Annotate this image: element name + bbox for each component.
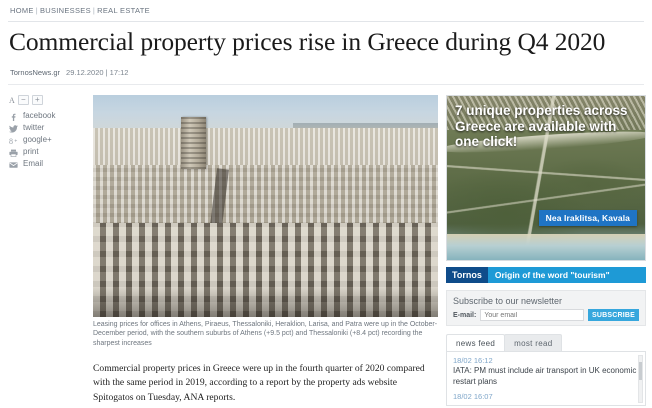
tornos-slogan-label: Origin of the word "tourism" (487, 267, 646, 283)
svg-text:8: 8 (9, 137, 13, 145)
share-facebook-label: facebook (23, 111, 56, 120)
list-item[interactable]: 18/02 16:07 (453, 392, 639, 402)
twitter-icon (9, 123, 23, 133)
feed-scrollbar[interactable] (638, 355, 643, 403)
figure-caption: Leasing prices for offices in Athens, Pi… (93, 321, 438, 347)
photo-city-near (93, 223, 438, 317)
tornos-brand-label: Tornos (446, 267, 488, 283)
article-photo-athens-cityscape (93, 95, 438, 317)
photo-athens-tower (181, 117, 206, 169)
sidebar-right: 7 unique properties across Greece are av… (446, 95, 646, 406)
font-decrease-button[interactable]: − (17, 95, 29, 105)
divider-byline (8, 84, 644, 85)
font-size-label: A (9, 95, 15, 105)
share-googleplus-label: google+ (23, 135, 52, 144)
feed-tabs: news feed most read (446, 334, 646, 351)
breadcrumb-separator: | (92, 6, 96, 15)
newsletter-title: Subscribe to our newsletter (453, 296, 563, 306)
email-icon (9, 159, 23, 169)
breadcrumb-item-home[interactable]: HOME (10, 6, 34, 15)
feed-scrollbar-thumb[interactable] (639, 362, 642, 380)
share-list: facebook twitter 8 + google+ print (9, 110, 87, 170)
share-print-label: print (23, 147, 39, 156)
share-twitter-label: twitter (23, 123, 45, 132)
svg-text:+: + (14, 138, 17, 144)
font-size-control: A − + (9, 94, 87, 106)
promo-location-tag: Nea Iraklitsa, Kavala (538, 210, 637, 226)
news-feed-panel: 18/02 16:12 IATA: PM must include air tr… (446, 351, 646, 406)
share-email[interactable]: Email (9, 158, 87, 170)
newsletter-form: E-mail: SUBSCRIBE (453, 309, 639, 321)
feed-item-time: 18/02 16:12 (453, 356, 493, 365)
list-item[interactable]: 18/02 16:12 IATA: PM must include air tr… (453, 356, 639, 387)
share-twitter[interactable]: twitter (9, 122, 87, 134)
googleplus-icon: 8 + (9, 135, 23, 145)
tab-news-feed[interactable]: news feed (446, 334, 506, 351)
divider-top (8, 21, 644, 22)
newsletter-email-label: E-mail: (453, 311, 477, 319)
promo-banner[interactable]: 7 unique properties across Greece are av… (446, 95, 646, 261)
share-facebook[interactable]: facebook (9, 110, 87, 122)
breadcrumb-item-real-estate[interactable]: REAL ESTATE (97, 6, 150, 15)
photo-hill (293, 123, 438, 132)
newsletter-box: Subscribe to our newsletter E-mail: SUBS… (446, 290, 646, 326)
share-print[interactable]: print (9, 146, 87, 158)
promo-headline: 7 unique properties across Greece are av… (455, 103, 628, 149)
byline-source: TornosNews.gr (10, 68, 61, 77)
share-rail: A − + facebook twitter 8 + goog (9, 94, 87, 170)
feed-item-title: IATA: PM must include air transport in U… (453, 366, 637, 386)
photo-shadow (93, 287, 438, 317)
newsletter-subscribe-button[interactable]: SUBSCRIBE (587, 309, 639, 321)
tornos-definition-bar[interactable]: Tornos Origin of the word "tourism" (446, 267, 646, 283)
breadcrumb: HOME | BUSINESSES | REAL ESTATE (10, 6, 150, 15)
article-body: Commercial property prices in Greece wer… (93, 363, 425, 403)
font-increase-button[interactable]: + (31, 95, 43, 105)
facebook-icon (9, 111, 23, 121)
byline: TornosNews.gr 29.12.2020 | 17:12 (10, 68, 128, 77)
newsletter-email-input[interactable] (480, 309, 584, 321)
share-email-label: Email (23, 159, 44, 168)
page-title: Commercial property prices rise in Greec… (9, 27, 606, 56)
breadcrumb-separator: | (35, 6, 38, 15)
share-googleplus[interactable]: 8 + google+ (9, 134, 87, 146)
feed-item-time: 18/02 16:07 (453, 392, 493, 401)
promo-roads (447, 96, 645, 260)
promo-beach-sea (447, 234, 645, 260)
tab-most-read[interactable]: most read (504, 334, 563, 351)
print-icon (9, 147, 23, 157)
byline-date: 29.12.2020 | 17:12 (66, 68, 129, 77)
article-figure: Leasing prices for offices in Athens, Pi… (93, 95, 438, 348)
breadcrumb-item-businesses[interactable]: BUSINESSES (39, 6, 91, 15)
